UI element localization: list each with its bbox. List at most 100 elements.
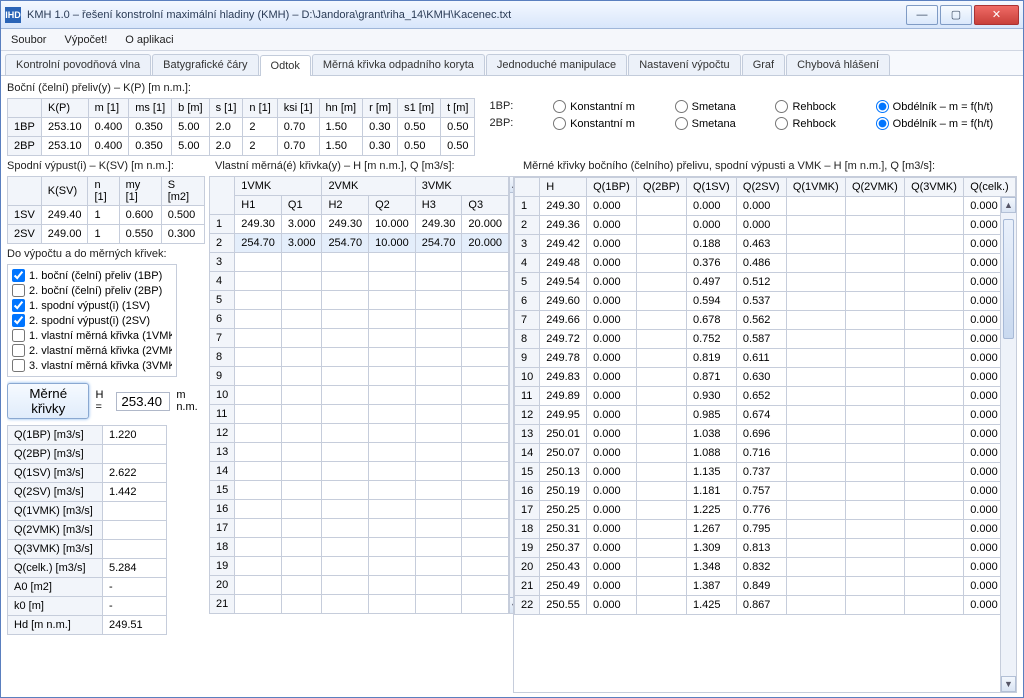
vmk-cell[interactable] xyxy=(322,424,369,443)
check-item[interactable]: 2. boční (čelní) přeliv (2BP) xyxy=(12,283,172,298)
vmk-cell[interactable] xyxy=(281,405,322,424)
vmk-cell[interactable] xyxy=(462,253,509,272)
big-cell[interactable] xyxy=(905,197,964,216)
big-cell[interactable]: 0.000 xyxy=(587,558,637,577)
big-cell[interactable] xyxy=(845,273,904,292)
big-cell[interactable]: 0.752 xyxy=(686,330,736,349)
big-cell[interactable]: 0.562 xyxy=(736,311,786,330)
vmk-cell[interactable] xyxy=(281,576,322,595)
vmk-cell[interactable] xyxy=(462,462,509,481)
vmk-cell[interactable]: 3.000 xyxy=(281,215,322,234)
big-cell[interactable] xyxy=(637,501,687,520)
close-button[interactable]: ✕ xyxy=(974,5,1019,25)
menu-vypocet[interactable]: Výpočet! xyxy=(64,34,107,46)
vmk-cell[interactable] xyxy=(322,576,369,595)
sv-cell[interactable]: 1 xyxy=(88,225,119,244)
big-cell[interactable]: 250.43 xyxy=(540,558,587,577)
big-cell[interactable]: 0.000 xyxy=(587,387,637,406)
vmk-cell[interactable] xyxy=(322,253,369,272)
big-cell[interactable] xyxy=(845,406,904,425)
maximize-button[interactable]: ▢ xyxy=(940,5,972,25)
vmk-cell[interactable] xyxy=(281,253,322,272)
big-cell[interactable]: 250.49 xyxy=(540,577,587,596)
sv-cell[interactable]: 0.300 xyxy=(161,225,204,244)
big-cell[interactable]: 249.83 xyxy=(540,368,587,387)
vmk-cell[interactable] xyxy=(281,329,322,348)
merne-krivky-button[interactable]: Měrné křivky xyxy=(7,383,89,419)
big-cell[interactable]: 1.038 xyxy=(686,425,736,444)
big-cell[interactable] xyxy=(905,292,964,311)
vmk-cell[interactable] xyxy=(462,576,509,595)
big-cell[interactable]: 250.13 xyxy=(540,463,587,482)
big-cell[interactable]: 0.867 xyxy=(736,596,786,615)
sv-cell[interactable]: 249.00 xyxy=(41,225,88,244)
table-bp[interactable]: K(P) m [1] ms [1] b [m] s [1] n [1] ksi … xyxy=(7,98,475,156)
vmk-cell[interactable] xyxy=(462,310,509,329)
big-cell[interactable] xyxy=(637,406,687,425)
big-cell[interactable]: 0.832 xyxy=(736,558,786,577)
big-cell[interactable]: 0.000 xyxy=(587,349,637,368)
big-cell[interactable]: 0.463 xyxy=(736,235,786,254)
big-cell[interactable] xyxy=(786,273,845,292)
big-cell[interactable] xyxy=(905,216,964,235)
big-cell[interactable] xyxy=(637,273,687,292)
vmk-cell[interactable] xyxy=(369,386,416,405)
vmk-cell[interactable] xyxy=(369,291,416,310)
big-cell[interactable]: 250.55 xyxy=(540,596,587,615)
big-cell[interactable]: 0.849 xyxy=(736,577,786,596)
vmk-cell[interactable] xyxy=(415,272,462,291)
big-cell[interactable]: 1.387 xyxy=(686,577,736,596)
big-cell[interactable] xyxy=(905,425,964,444)
big-cell[interactable] xyxy=(637,596,687,615)
vmk-cell[interactable] xyxy=(235,272,282,291)
vmk-cell[interactable] xyxy=(462,443,509,462)
tab-kpv[interactable]: Kontrolní povodňová vlna xyxy=(5,54,151,75)
bp-cell[interactable]: 0.70 xyxy=(277,137,319,156)
vmk-cell[interactable] xyxy=(369,500,416,519)
big-cell[interactable] xyxy=(786,406,845,425)
vmk-cell[interactable] xyxy=(369,348,416,367)
vmk-cell[interactable] xyxy=(462,481,509,500)
vmk-cell[interactable] xyxy=(369,595,416,614)
big-cell[interactable]: 0.000 xyxy=(686,216,736,235)
vmk-cell[interactable] xyxy=(281,462,322,481)
big-cell[interactable] xyxy=(905,463,964,482)
vmk-cell[interactable] xyxy=(322,481,369,500)
big-cell[interactable]: 0.000 xyxy=(587,273,637,292)
big-cell[interactable]: 0.000 xyxy=(587,311,637,330)
bp-cell[interactable]: 1.50 xyxy=(319,137,363,156)
vmk-cell[interactable] xyxy=(322,500,369,519)
big-cell[interactable] xyxy=(905,311,964,330)
big-cell[interactable] xyxy=(637,444,687,463)
big-cell[interactable]: 0.630 xyxy=(736,368,786,387)
titlebar[interactable]: IHD KMH 1.0 – řešení konstrolní maximáln… xyxy=(1,1,1023,29)
big-cell[interactable] xyxy=(786,387,845,406)
big-cell[interactable] xyxy=(786,539,845,558)
big-cell[interactable]: 249.60 xyxy=(540,292,587,311)
vmk-cell[interactable] xyxy=(281,519,322,538)
big-cell[interactable]: 249.78 xyxy=(540,349,587,368)
vmk-cell[interactable] xyxy=(462,519,509,538)
vmk-cell[interactable] xyxy=(415,462,462,481)
big-cell[interactable]: 249.72 xyxy=(540,330,587,349)
vmk-cell[interactable] xyxy=(322,443,369,462)
vmk-cell[interactable]: 254.70 xyxy=(235,234,282,253)
big-cell[interactable] xyxy=(637,425,687,444)
bp-cell[interactable]: 1.50 xyxy=(319,118,363,137)
vmk-cell[interactable] xyxy=(369,329,416,348)
big-cell[interactable] xyxy=(637,482,687,501)
big-cell[interactable]: 0.737 xyxy=(736,463,786,482)
scroll-up-icon[interactable]: ▲ xyxy=(1001,197,1016,213)
check-item[interactable]: 1. boční (čelní) přeliv (1BP) xyxy=(12,268,172,283)
big-cell[interactable] xyxy=(905,349,964,368)
big-cell[interactable] xyxy=(637,254,687,273)
vmk-cell[interactable] xyxy=(415,500,462,519)
big-cell[interactable] xyxy=(786,368,845,387)
big-cell[interactable] xyxy=(786,444,845,463)
big-cell[interactable] xyxy=(637,520,687,539)
vmk-cell[interactable] xyxy=(369,538,416,557)
table-vmk[interactable]: 1VMK 2VMK 3VMK H1 Q1 H2 Q2 H3 Q3 1249.30… xyxy=(209,176,509,614)
big-cell[interactable]: 0.716 xyxy=(736,444,786,463)
vmk-cell[interactable] xyxy=(235,367,282,386)
big-cell[interactable] xyxy=(637,368,687,387)
